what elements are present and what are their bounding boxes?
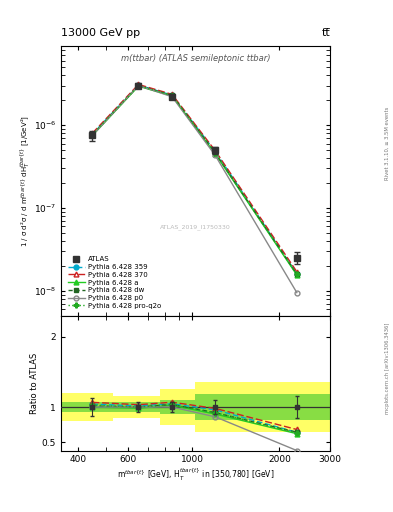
Legend: ATLAS, Pythia 6.428 359, Pythia 6.428 370, Pythia 6.428 a, Pythia 6.428 dw, Pyth: ATLAS, Pythia 6.428 359, Pythia 6.428 37… bbox=[65, 253, 164, 312]
Text: Rivet 3.1.10, ≥ 3.5M events: Rivet 3.1.10, ≥ 3.5M events bbox=[385, 106, 389, 180]
Text: tt̅: tt̅ bbox=[321, 28, 330, 38]
Text: mcplots.cern.ch [arXiv:1306.3436]: mcplots.cern.ch [arXiv:1306.3436] bbox=[385, 323, 389, 414]
Text: m(ttbar) (ATLAS semileptonic ttbar): m(ttbar) (ATLAS semileptonic ttbar) bbox=[121, 54, 270, 63]
Y-axis label: 1 / σ d²σ / d m$^{tbar\{t\}}$ dH$_T^{tbar\{t\}}$ [1/GeV²]: 1 / σ d²σ / d m$^{tbar\{t\}}$ dH$_T^{tba… bbox=[18, 115, 32, 247]
X-axis label: m$^{tbar\{t\}}$ [GeV], H$_T^{tbar\{t\}}$ in [350,780] [GeV]: m$^{tbar\{t\}}$ [GeV], H$_T^{tbar\{t\}}$… bbox=[117, 467, 274, 483]
Y-axis label: Ratio to ATLAS: Ratio to ATLAS bbox=[30, 353, 39, 414]
Text: ATLAS_2019_I1750330: ATLAS_2019_I1750330 bbox=[160, 224, 231, 229]
Text: 13000 GeV pp: 13000 GeV pp bbox=[61, 28, 140, 38]
